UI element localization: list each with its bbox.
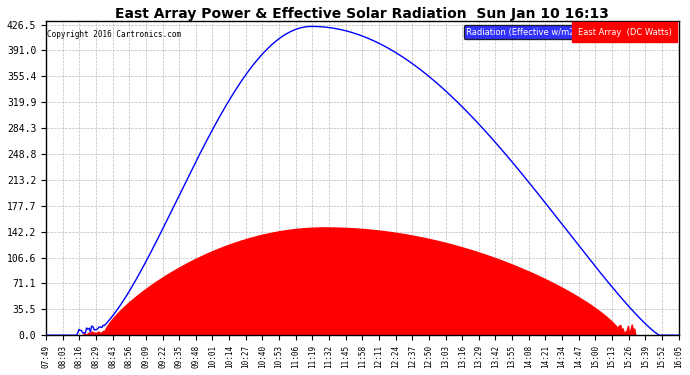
Text: Copyright 2016 Cartronics.com: Copyright 2016 Cartronics.com: [48, 30, 181, 39]
Title: East Array Power & Effective Solar Radiation  Sun Jan 10 16:13: East Array Power & Effective Solar Radia…: [115, 7, 609, 21]
Legend: Radiation (Effective w/m2), East Array  (DC Watts): Radiation (Effective w/m2), East Array (…: [464, 25, 674, 39]
